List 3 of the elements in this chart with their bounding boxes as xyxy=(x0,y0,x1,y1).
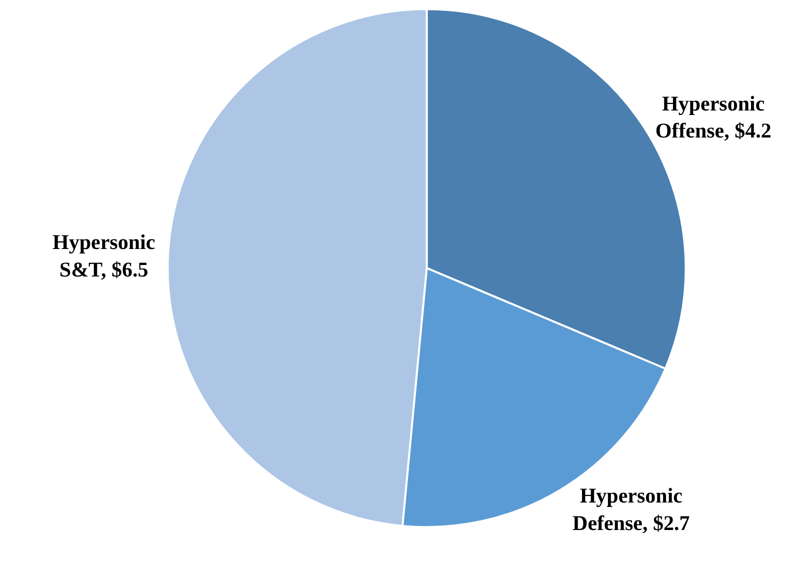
slice-label: Hypersonic S&T, $6.5 xyxy=(52,230,156,282)
slice-label: Hypersonic Defense, $2.7 xyxy=(572,484,690,535)
slice-label: Hypersonic Offense, $4.2 xyxy=(655,91,772,143)
